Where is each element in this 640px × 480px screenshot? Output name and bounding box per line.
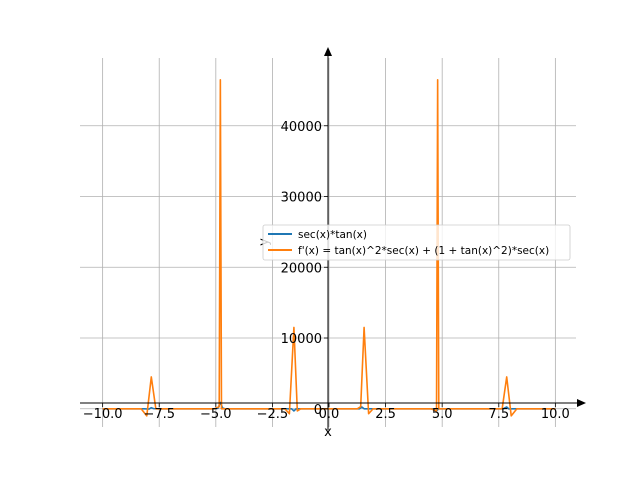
ticks: −10.0 −7.5 −5.0 −2.5 0.0 2.5 5.0 7.5 10.0 0 10000 2… xyxy=(83,120,570,422)
series-layer xyxy=(102,78,556,417)
x-tick-label: −10.0 xyxy=(83,407,123,422)
y-tick-label: 0 xyxy=(314,403,322,418)
x-tick-label: −2.5 xyxy=(257,407,289,422)
x-tick-label: 7.5 xyxy=(488,407,509,422)
y-tick-label: 20000 xyxy=(281,261,322,276)
x-tick-label: −7.5 xyxy=(143,407,175,422)
x-tick-label: 2.5 xyxy=(375,407,396,422)
x-tick-label: 0.0 xyxy=(319,407,340,422)
y-tick-label: 40000 xyxy=(281,120,322,135)
series-line-2 xyxy=(102,78,556,417)
legend-label-series-1: sec(x)*tan(x) xyxy=(298,229,367,241)
y-tick-label: 30000 xyxy=(281,191,322,206)
x-tick-label: 10.0 xyxy=(541,407,570,422)
y-axis-arrow-icon xyxy=(324,47,332,56)
legend-box xyxy=(262,224,571,261)
x-axis-label: x xyxy=(324,425,332,440)
legend-label-series-2: f'(x) = tan(x)^2*sec(x) + (1 + tan(x)^2)… xyxy=(298,245,549,257)
y-tick-label: 10000 xyxy=(281,332,322,347)
legend: sec(x)*tan(x) f'(x) = tan(x)^2*sec(x) + … xyxy=(262,224,571,261)
x-tick-label: −5.0 xyxy=(200,407,232,422)
series-line-1 xyxy=(102,401,556,412)
x-tick-label: 5.0 xyxy=(432,407,453,422)
x-axis-arrow-icon xyxy=(577,399,586,407)
